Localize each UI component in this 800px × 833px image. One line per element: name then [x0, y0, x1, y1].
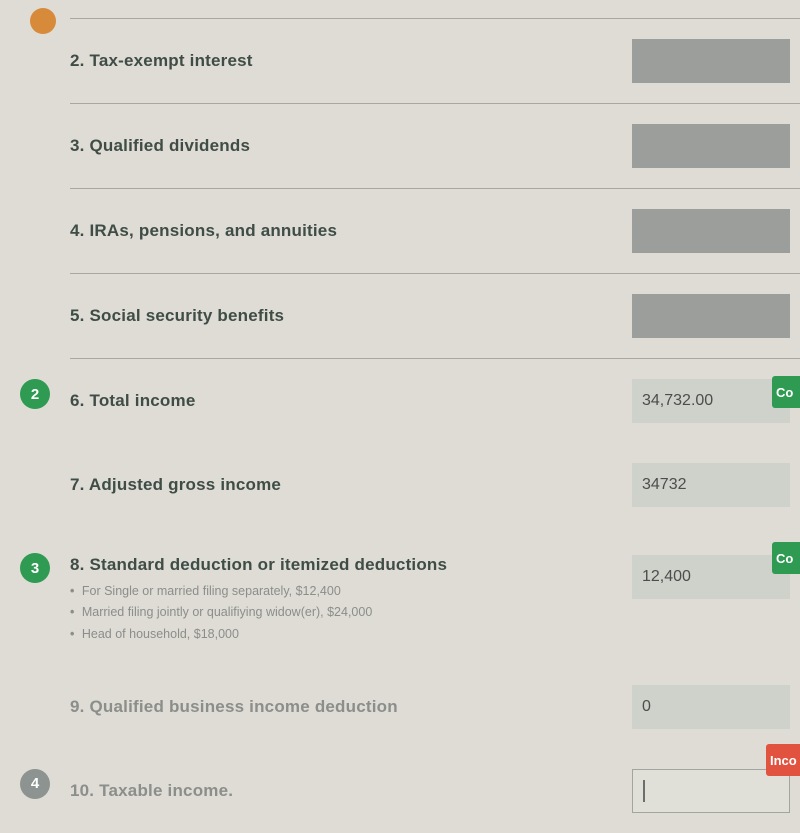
row-total-income: 2 6. Total income 34,732.00 [70, 358, 800, 443]
input-tax-exempt-interest[interactable] [632, 39, 790, 83]
status-tag-standard-deduction[interactable]: Co [772, 542, 800, 574]
label-adjusted-gross-income: 7. Adjusted gross income [70, 475, 632, 495]
text-cursor-icon [643, 780, 645, 802]
value-total-income: 34,732.00 [642, 392, 713, 410]
input-iras-pensions[interactable] [632, 209, 790, 253]
label-iras-pensions: 4. IRAs, pensions, and annuities [70, 221, 632, 241]
label-social-security: 5. Social security benefits [70, 306, 632, 326]
value-qbi-deduction: 0 [642, 698, 651, 716]
sub-standard-deduction: For Single or married filing separately,… [70, 581, 632, 645]
status-tag-label-2: Co [776, 551, 793, 566]
row-qualified-dividends: 3. Qualified dividends [70, 103, 800, 188]
step-badge-4: 4 [20, 769, 50, 799]
value-standard-deduction: 12,400 [642, 568, 691, 586]
label-tax-exempt-interest: 2. Tax-exempt interest [70, 51, 632, 71]
row-taxable-income: 4 10. Taxable income. [70, 749, 800, 833]
label-standard-deduction: 8. Standard deduction or itemized deduct… [70, 555, 632, 575]
input-standard-deduction[interactable]: 12,400 [632, 555, 790, 599]
sub-line-2: Married filing jointly or qualifiying wi… [70, 602, 632, 623]
row-adjusted-gross-income: 7. Adjusted gross income 34732 [70, 443, 800, 527]
input-qbi-deduction[interactable]: 0 [632, 685, 790, 729]
row-iras-pensions: 4. IRAs, pensions, and annuities [70, 188, 800, 273]
avatar-corner [30, 8, 56, 34]
step-badge-2: 2 [20, 379, 50, 409]
label-taxable-income: 10. Taxable income. [70, 781, 632, 801]
sub-line-1: For Single or married filing separately,… [70, 581, 632, 602]
row-tax-exempt-interest: 2. Tax-exempt interest [70, 18, 800, 103]
tax-form: 2. Tax-exempt interest 3. Qualified divi… [20, 18, 800, 833]
input-adjusted-gross-income[interactable]: 34732 [632, 463, 790, 507]
status-tag-label-1: Co [776, 385, 793, 400]
status-tag-total-income[interactable]: Co [772, 376, 800, 408]
row-social-security: 5. Social security benefits [70, 273, 800, 358]
step-badge-3: 3 [20, 553, 50, 583]
input-total-income[interactable]: 34,732.00 [632, 379, 790, 423]
status-tag-label-3: Inco [770, 753, 797, 768]
input-social-security[interactable] [632, 294, 790, 338]
input-qualified-dividends[interactable] [632, 124, 790, 168]
label-total-income: 6. Total income [70, 391, 632, 411]
sub-line-3: Head of household, $18,000 [70, 624, 632, 645]
value-adjusted-gross-income: 34732 [642, 476, 687, 494]
label-qbi-deduction: 9. Qualified business income deduction [70, 697, 632, 717]
row-qbi-deduction: 9. Qualified business income deduction 0 [70, 665, 800, 749]
label-qualified-dividends: 3. Qualified dividends [70, 136, 632, 156]
status-tag-taxable-income[interactable]: Inco [766, 744, 800, 776]
row-standard-deduction: 3 8. Standard deduction or itemized dedu… [70, 527, 800, 665]
